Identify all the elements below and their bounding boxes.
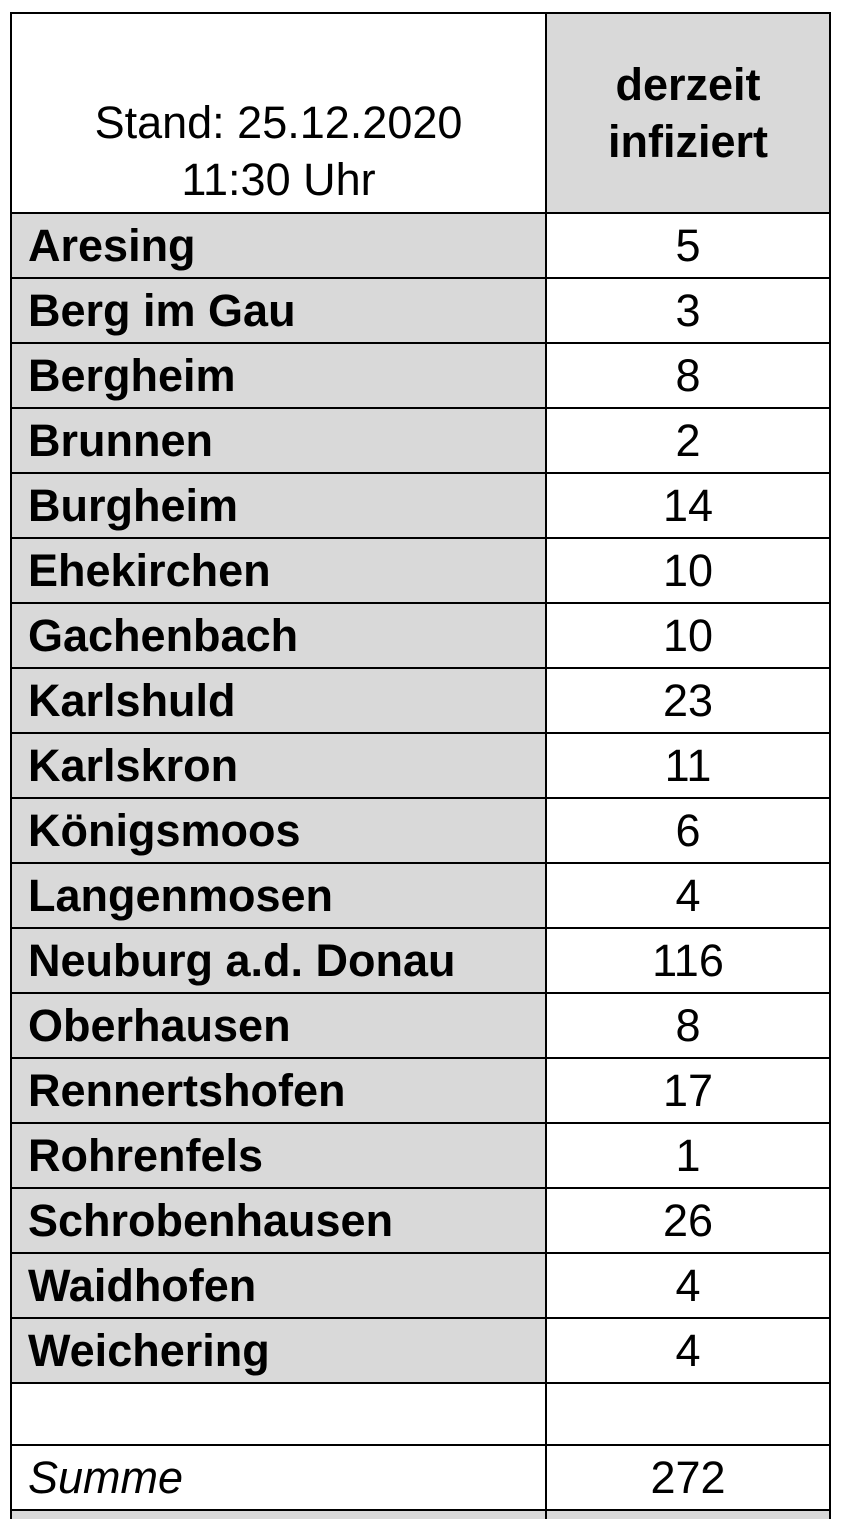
table-row: Rohrenfels 1 — [10, 1122, 831, 1189]
infected-count-cell: 17 — [545, 1057, 831, 1124]
empty-value-cell — [545, 1382, 831, 1446]
header-date-cell: Stand: 25.12.2020 11:30 Uhr — [10, 12, 547, 214]
infected-count-cell: 8 — [545, 992, 831, 1059]
table-row: Berg im Gau 3 — [10, 277, 831, 344]
clipped-name-cell — [10, 1509, 547, 1519]
municipality-name-cell: Berg im Gau — [10, 277, 547, 344]
infected-count-cell: 8 — [545, 342, 831, 409]
infected-count-cell: 10 — [545, 602, 831, 669]
table-row: Ehekirchen 10 — [10, 537, 831, 604]
municipality-name-cell: Gachenbach — [10, 602, 547, 669]
infected-count-cell: 23 — [545, 667, 831, 734]
municipality-name-cell: Neuburg a.d. Donau — [10, 927, 547, 994]
infected-count-cell: 1 — [545, 1122, 831, 1189]
infected-col-label-line2: infiziert — [607, 116, 768, 167]
table-row: Oberhausen 8 — [10, 992, 831, 1059]
infected-count-cell: 4 — [545, 1252, 831, 1319]
empty-name-cell — [10, 1382, 547, 1446]
municipality-name-cell: Brunnen — [10, 407, 547, 474]
table-row: Karlshuld 23 — [10, 667, 831, 734]
infected-count-cell: 2 — [545, 407, 831, 474]
infected-count-cell: 5 — [545, 212, 831, 279]
table-row: Schrobenhausen 26 — [10, 1187, 831, 1254]
infected-count-cell: 3 — [545, 277, 831, 344]
infected-count-cell: 26 — [545, 1187, 831, 1254]
infected-count-cell: 4 — [545, 1317, 831, 1384]
total-label-cell: Summe — [10, 1444, 547, 1511]
municipality-name-cell: Ehekirchen — [10, 537, 547, 604]
municipality-name-cell: Weichering — [10, 1317, 547, 1384]
clipped-row — [10, 1509, 831, 1519]
municipality-name-cell: Schrobenhausen — [10, 1187, 547, 1254]
stand-date: Stand: 25.12.2020 — [94, 97, 463, 148]
infected-count-cell: 116 — [545, 927, 831, 994]
municipality-name-cell: Langenmosen — [10, 862, 547, 929]
municipality-name-cell: Oberhausen — [10, 992, 547, 1059]
stand-time: 11:30 Uhr — [181, 154, 376, 205]
municipality-name-cell: Waidhofen — [10, 1252, 547, 1319]
municipality-name-cell: Aresing — [10, 212, 547, 279]
municipality-name-cell: Karlskron — [10, 732, 547, 799]
municipality-name-cell: Rohrenfels — [10, 1122, 547, 1189]
table-row: Weichering 4 — [10, 1317, 831, 1384]
infected-count-cell: 14 — [545, 472, 831, 539]
header-infected-cell: derzeit infiziert — [545, 12, 831, 214]
municipality-name-cell: Bergheim — [10, 342, 547, 409]
table-row: Brunnen 2 — [10, 407, 831, 474]
table-row: Langenmosen 4 — [10, 862, 831, 929]
infected-count-cell: 10 — [545, 537, 831, 604]
table-row: Burgheim 14 — [10, 472, 831, 539]
table-row: Gachenbach 10 — [10, 602, 831, 669]
table-row: Neuburg a.d. Donau 116 — [10, 927, 831, 994]
municipality-name-cell: Königsmoos — [10, 797, 547, 864]
infected-count-cell: 6 — [545, 797, 831, 864]
infection-table: Stand: 25.12.2020 11:30 Uhr derzeit infi… — [10, 12, 831, 1519]
municipality-name-cell: Karlshuld — [10, 667, 547, 734]
municipality-name-cell: Burgheim — [10, 472, 547, 539]
header-row: Stand: 25.12.2020 11:30 Uhr derzeit infi… — [10, 12, 831, 214]
total-row: Summe 272 — [10, 1444, 831, 1511]
clipped-value-cell — [545, 1509, 831, 1519]
infected-count-cell: 11 — [545, 732, 831, 799]
table-row: Aresing 5 — [10, 212, 831, 279]
total-value-cell: 272 — [545, 1444, 831, 1511]
table-row: Rennertshofen 17 — [10, 1057, 831, 1124]
table-row: Waidhofen 4 — [10, 1252, 831, 1319]
table-row: Karlskron 11 — [10, 732, 831, 799]
infected-count-cell: 4 — [545, 862, 831, 929]
municipality-name-cell: Rennertshofen — [10, 1057, 547, 1124]
infected-col-label-line1: derzeit — [615, 59, 761, 110]
table-row: Bergheim 8 — [10, 342, 831, 409]
empty-row — [10, 1382, 831, 1446]
table-row: Königsmoos 6 — [10, 797, 831, 864]
